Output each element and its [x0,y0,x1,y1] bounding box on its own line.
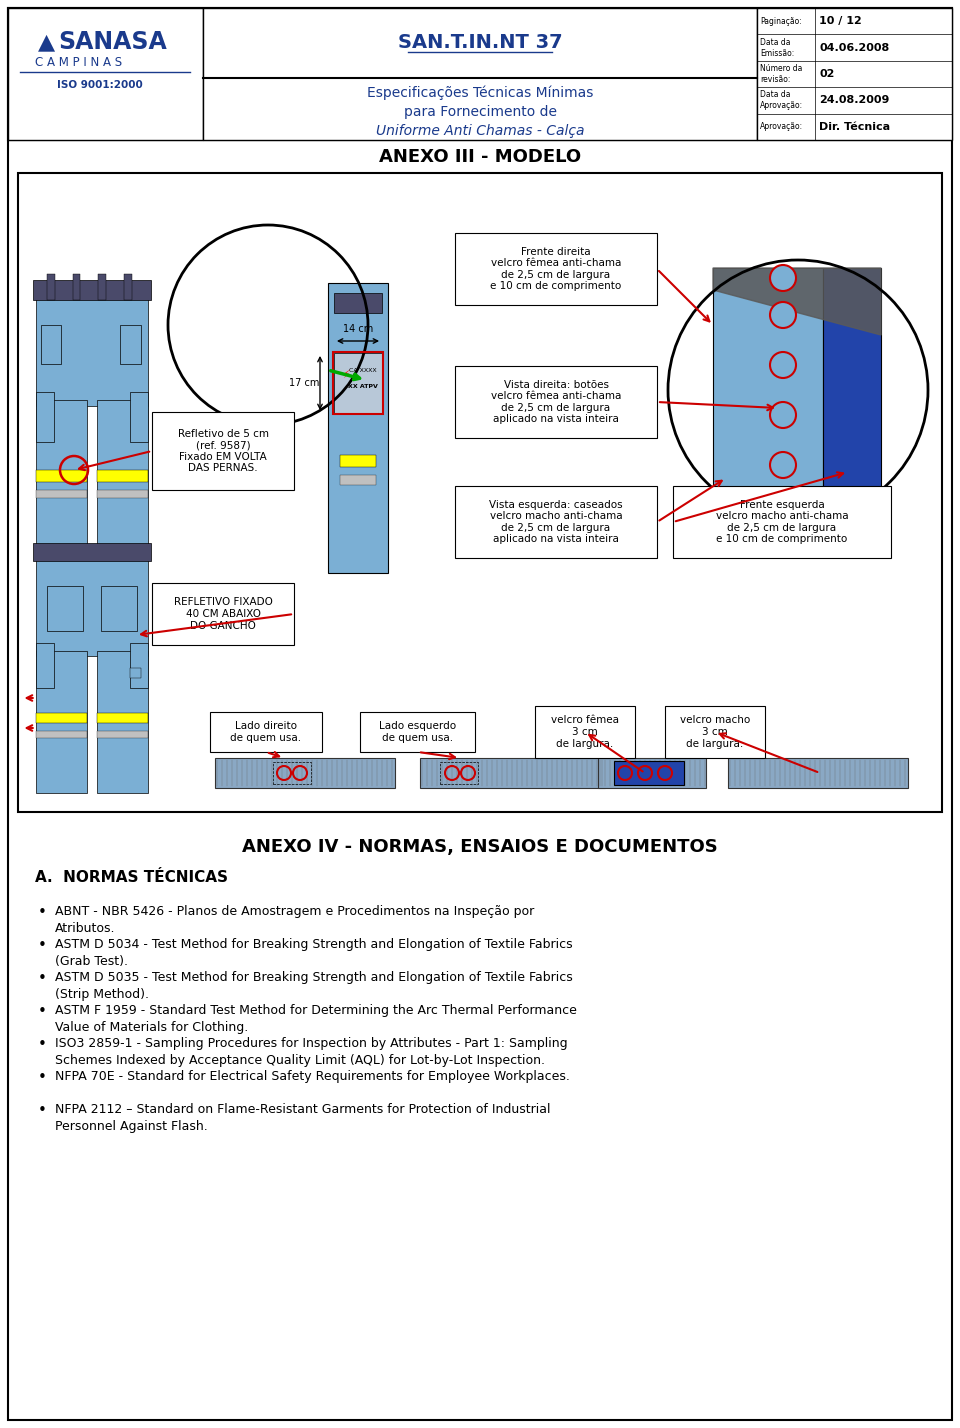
Bar [131,668,141,678]
Bar [420,758,605,788]
Text: •: • [37,938,46,952]
Text: ANEXO IV - NORMAS, ENSAIOS E DOCUMENTOS: ANEXO IV - NORMAS, ENSAIOS E DOCUMENTOS [242,838,718,855]
Text: velcro fêmea
3 cm
de largura.: velcro fêmea 3 cm de largura. [551,715,619,748]
Bar [131,393,148,443]
Bar [33,280,151,300]
Text: ANEXO III - MODELO: ANEXO III - MODELO [379,149,581,166]
Text: Data da
Aprovação:: Data da Aprovação: [760,90,804,110]
Bar [40,324,61,364]
Bar [36,470,86,481]
Bar [97,490,148,498]
Bar [47,274,55,300]
Bar [455,366,657,438]
Text: velcro macho
3 cm
de largura.: velcro macho 3 cm de largura. [680,715,750,748]
Text: Refletivo de 5 cm
(ref. 9587)
Fixado EM VOLTA
DAS PERNAS.: Refletivo de 5 cm (ref. 9587) Fixado EM … [178,428,269,474]
Text: SAN.T.IN.NT 37: SAN.T.IN.NT 37 [397,33,563,51]
Bar [340,456,376,467]
Bar [8,9,203,140]
Text: XX ATPV: XX ATPV [348,384,377,388]
Bar [152,413,294,490]
Circle shape [770,301,796,328]
Bar [36,651,86,793]
Bar [757,9,952,140]
Text: ASTM F 1959 - Standard Test Method for Determining the Arc Thermal Performance
V: ASTM F 1959 - Standard Test Method for D… [55,1004,577,1034]
Text: •: • [37,1004,46,1020]
Text: Aprovação:: Aprovação: [760,123,804,131]
Text: 14 cm: 14 cm [343,324,373,334]
Bar [36,400,86,560]
Bar [614,761,684,785]
Bar [97,731,148,738]
Text: Lado esquerdo
de quem usa.: Lado esquerdo de quem usa. [379,721,456,743]
Bar [273,763,311,784]
Bar [36,713,86,723]
Circle shape [770,403,796,428]
Bar [333,351,383,414]
Text: ⚡: ⚡ [342,370,349,380]
Bar [36,643,54,688]
Text: •: • [37,1037,46,1052]
Bar [97,651,148,793]
Bar [47,585,84,631]
Text: ASTM D 5034 - Test Method for Breaking Strength and Elongation of Textile Fabric: ASTM D 5034 - Test Method for Breaking S… [55,938,572,968]
Text: CA XXXX: CA XXXX [349,368,376,374]
Text: •: • [37,905,46,920]
Text: •: • [37,1070,46,1085]
Bar [36,393,54,443]
Text: C A M P I N A S: C A M P I N A S [35,56,122,69]
Polygon shape [713,268,881,336]
Bar [673,486,891,558]
Bar [210,713,322,753]
Bar [36,731,86,738]
Bar [124,274,132,300]
Text: 17 cm: 17 cm [289,378,319,388]
Text: ISO3 2859-1 - Sampling Procedures for Inspection by Attributes - Part 1: Samplin: ISO3 2859-1 - Sampling Procedures for In… [55,1037,567,1067]
Bar [101,585,137,631]
Circle shape [770,453,796,478]
Text: Data da
Emissão:: Data da Emissão: [760,37,794,57]
Bar [215,758,395,788]
Bar [36,490,86,498]
Bar [152,583,294,645]
Bar [36,294,148,406]
Text: REFLETIVO FIXADO
40 CM ABAIXO
DO GANCHO: REFLETIVO FIXADO 40 CM ABAIXO DO GANCHO [174,597,273,631]
Bar [334,353,382,413]
Text: Uniforme Anti Chamas - Calça: Uniforme Anti Chamas - Calça [375,124,585,137]
Text: NFPA 2112 – Standard on Flame-Resistant Garments for Protection of Industrial
Pe: NFPA 2112 – Standard on Flame-Resistant … [55,1102,550,1132]
Bar [131,643,148,688]
Text: para Fornecimento de: para Fornecimento de [403,106,557,120]
Text: •: • [37,1102,46,1118]
Text: NFPA 70E - Standard for Electrical Safety Requirements for Employee Workplaces.: NFPA 70E - Standard for Electrical Safet… [55,1070,570,1082]
Bar [33,543,151,561]
Bar [203,9,757,140]
Bar [535,705,635,758]
Text: ABNT - NBR 5426 - Planos de Amostragem e Procedimentos na Inspeção por
Atributos: ABNT - NBR 5426 - Planos de Amostragem e… [55,905,535,935]
Text: Número da
revisão:: Número da revisão: [760,64,803,84]
Bar [334,293,382,313]
Bar [97,470,148,481]
Text: 02: 02 [819,69,834,79]
Text: Especificações Técnicas Mínimas: Especificações Técnicas Mínimas [367,86,593,100]
Text: A.  NORMAS TÉCNICAS: A. NORMAS TÉCNICAS [35,871,228,885]
Text: Vista esquerda: caseados
velcro macho anti-chama
de 2,5 cm de largura
aplicado n: Vista esquerda: caseados velcro macho an… [490,500,623,544]
Text: SANASA: SANASA [58,30,167,54]
Bar [823,268,881,513]
Circle shape [770,266,796,291]
Bar [340,476,376,486]
Text: 24.08.2009: 24.08.2009 [819,96,889,106]
Text: Frente esquerda
velcro macho anti-chama
de 2,5 cm de largura
e 10 cm de comprime: Frente esquerda velcro macho anti-chama … [716,500,849,544]
Circle shape [770,351,796,378]
Bar [36,555,148,655]
Bar [713,268,823,513]
Bar [328,283,388,573]
Text: ▲: ▲ [38,31,55,51]
Text: Frente direita
velcro fêmea anti-chama
de 2,5 cm de largura
e 10 cm de comprimen: Frente direita velcro fêmea anti-chama d… [491,247,622,291]
Bar [97,400,148,560]
Bar [99,274,107,300]
Text: •: • [37,971,46,985]
Bar [455,486,657,558]
Bar [73,274,81,300]
Bar [665,705,765,758]
Text: Lado direito
de quem usa.: Lado direito de quem usa. [230,721,301,743]
Bar [97,713,148,723]
